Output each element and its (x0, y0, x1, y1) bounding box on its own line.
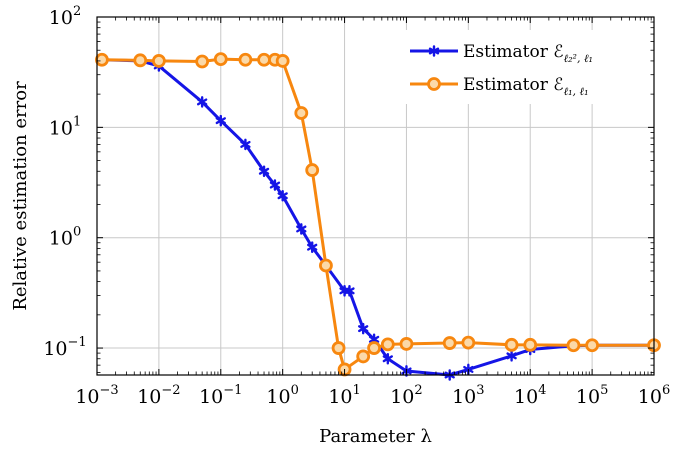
y-tick-label: 101 (49, 114, 81, 139)
data-point-circle (356, 349, 371, 364)
legend-label: Estimator ℰℓ₂², ℓ₁ (463, 42, 593, 65)
asterisk-stroke (382, 355, 393, 363)
asterisk-stroke (196, 98, 208, 106)
data-point-circle (399, 337, 414, 351)
asterisk-stroke (506, 352, 517, 360)
series-2 (95, 52, 661, 377)
data-point-circle (331, 341, 346, 355)
asterisk-stroke (368, 335, 380, 343)
data-point-circle (151, 54, 166, 68)
data-point-asterisk (344, 285, 355, 297)
asterisk-stroke (358, 325, 369, 333)
data-point-asterisk (506, 350, 517, 362)
x-tick-label: 100 (266, 383, 298, 408)
y-axis-label: Relative estimation error (10, 81, 31, 311)
data-point-asterisk (215, 114, 226, 127)
x-tick-label: 10−2 (137, 383, 180, 408)
data-point-circle (305, 163, 320, 177)
x-tick-label: 10−1 (199, 383, 242, 408)
data-point-circle (523, 337, 538, 352)
data-point-circle (294, 106, 309, 120)
x-tick-label: 104 (514, 383, 546, 408)
series-line (101, 57, 654, 371)
data-point-asterisk (428, 45, 440, 57)
data-point-circle (238, 52, 253, 67)
x-tick-label: 103 (452, 383, 484, 408)
data-point-circle (380, 337, 395, 352)
asterisk-stroke (296, 225, 307, 233)
x-tick-label: 102 (390, 383, 422, 408)
series-layer (95, 52, 661, 381)
asterisk-stroke (277, 192, 288, 200)
data-point-asterisk (269, 179, 281, 191)
asterisk-stroke (215, 117, 226, 125)
data-point-circle (442, 336, 457, 350)
data-point-circle (585, 338, 600, 353)
asterisk-stroke (428, 47, 440, 55)
x-axis-label: Parameter λ (319, 426, 432, 447)
data-point-asterisk (307, 241, 318, 254)
data-point-circle (319, 258, 333, 273)
data-point-asterisk (296, 223, 307, 235)
data-point-circle (195, 54, 210, 69)
x-tick-label: 105 (576, 383, 608, 408)
legend: Estimator ℰℓ₂², ℓ₁ Estimator ℰℓ₁, ℓ₁ (405, 30, 645, 104)
y-tick-label: 102 (49, 4, 81, 29)
data-point-asterisk (277, 189, 288, 202)
data-point-circle (213, 52, 228, 67)
data-point-circle (95, 52, 109, 67)
data-point-asterisk (258, 165, 270, 178)
data-point-asterisk (358, 322, 369, 335)
data-point-circle (367, 341, 381, 355)
data-point-circle (257, 52, 271, 67)
data-point-circle (133, 53, 148, 68)
series-line (101, 58, 654, 377)
data-point-circle (275, 54, 290, 68)
legend-label: Estimator ℰℓ₁, ℓ₁ (463, 75, 589, 98)
legend-box (405, 30, 645, 104)
data-point-asterisk (240, 138, 251, 151)
legend-swatch-marker (427, 77, 441, 91)
y-tick-label: 100 (49, 225, 81, 250)
legend-entry: Estimator ℰℓ₁, ℓ₁ (410, 75, 589, 98)
x-tick-label: 106 (638, 383, 670, 408)
data-point-circle (504, 337, 519, 352)
tick-labels: 10−3 10−2 10−1 100 101 102 103 104 105 106 10−1 100… (43, 4, 670, 408)
plot-frame (96, 16, 655, 376)
asterisk-stroke (269, 181, 281, 189)
x-tick-label: 101 (328, 383, 360, 408)
y-tick-label: 10−1 (43, 335, 86, 360)
asterisk-stroke (258, 167, 270, 175)
asterisk-stroke (307, 243, 318, 251)
data-point-circle (566, 338, 581, 353)
asterisk-stroke (240, 140, 251, 148)
asterisk-stroke (344, 287, 355, 295)
data-point-asterisk (382, 352, 393, 365)
data-point-asterisk (196, 96, 208, 108)
x-tick-label: 10−3 (75, 383, 118, 408)
tick-marks (96, 16, 655, 375)
legend-entry: Estimator ℰℓ₂², ℓ₁ (410, 42, 593, 65)
data-point-circle (461, 335, 476, 350)
